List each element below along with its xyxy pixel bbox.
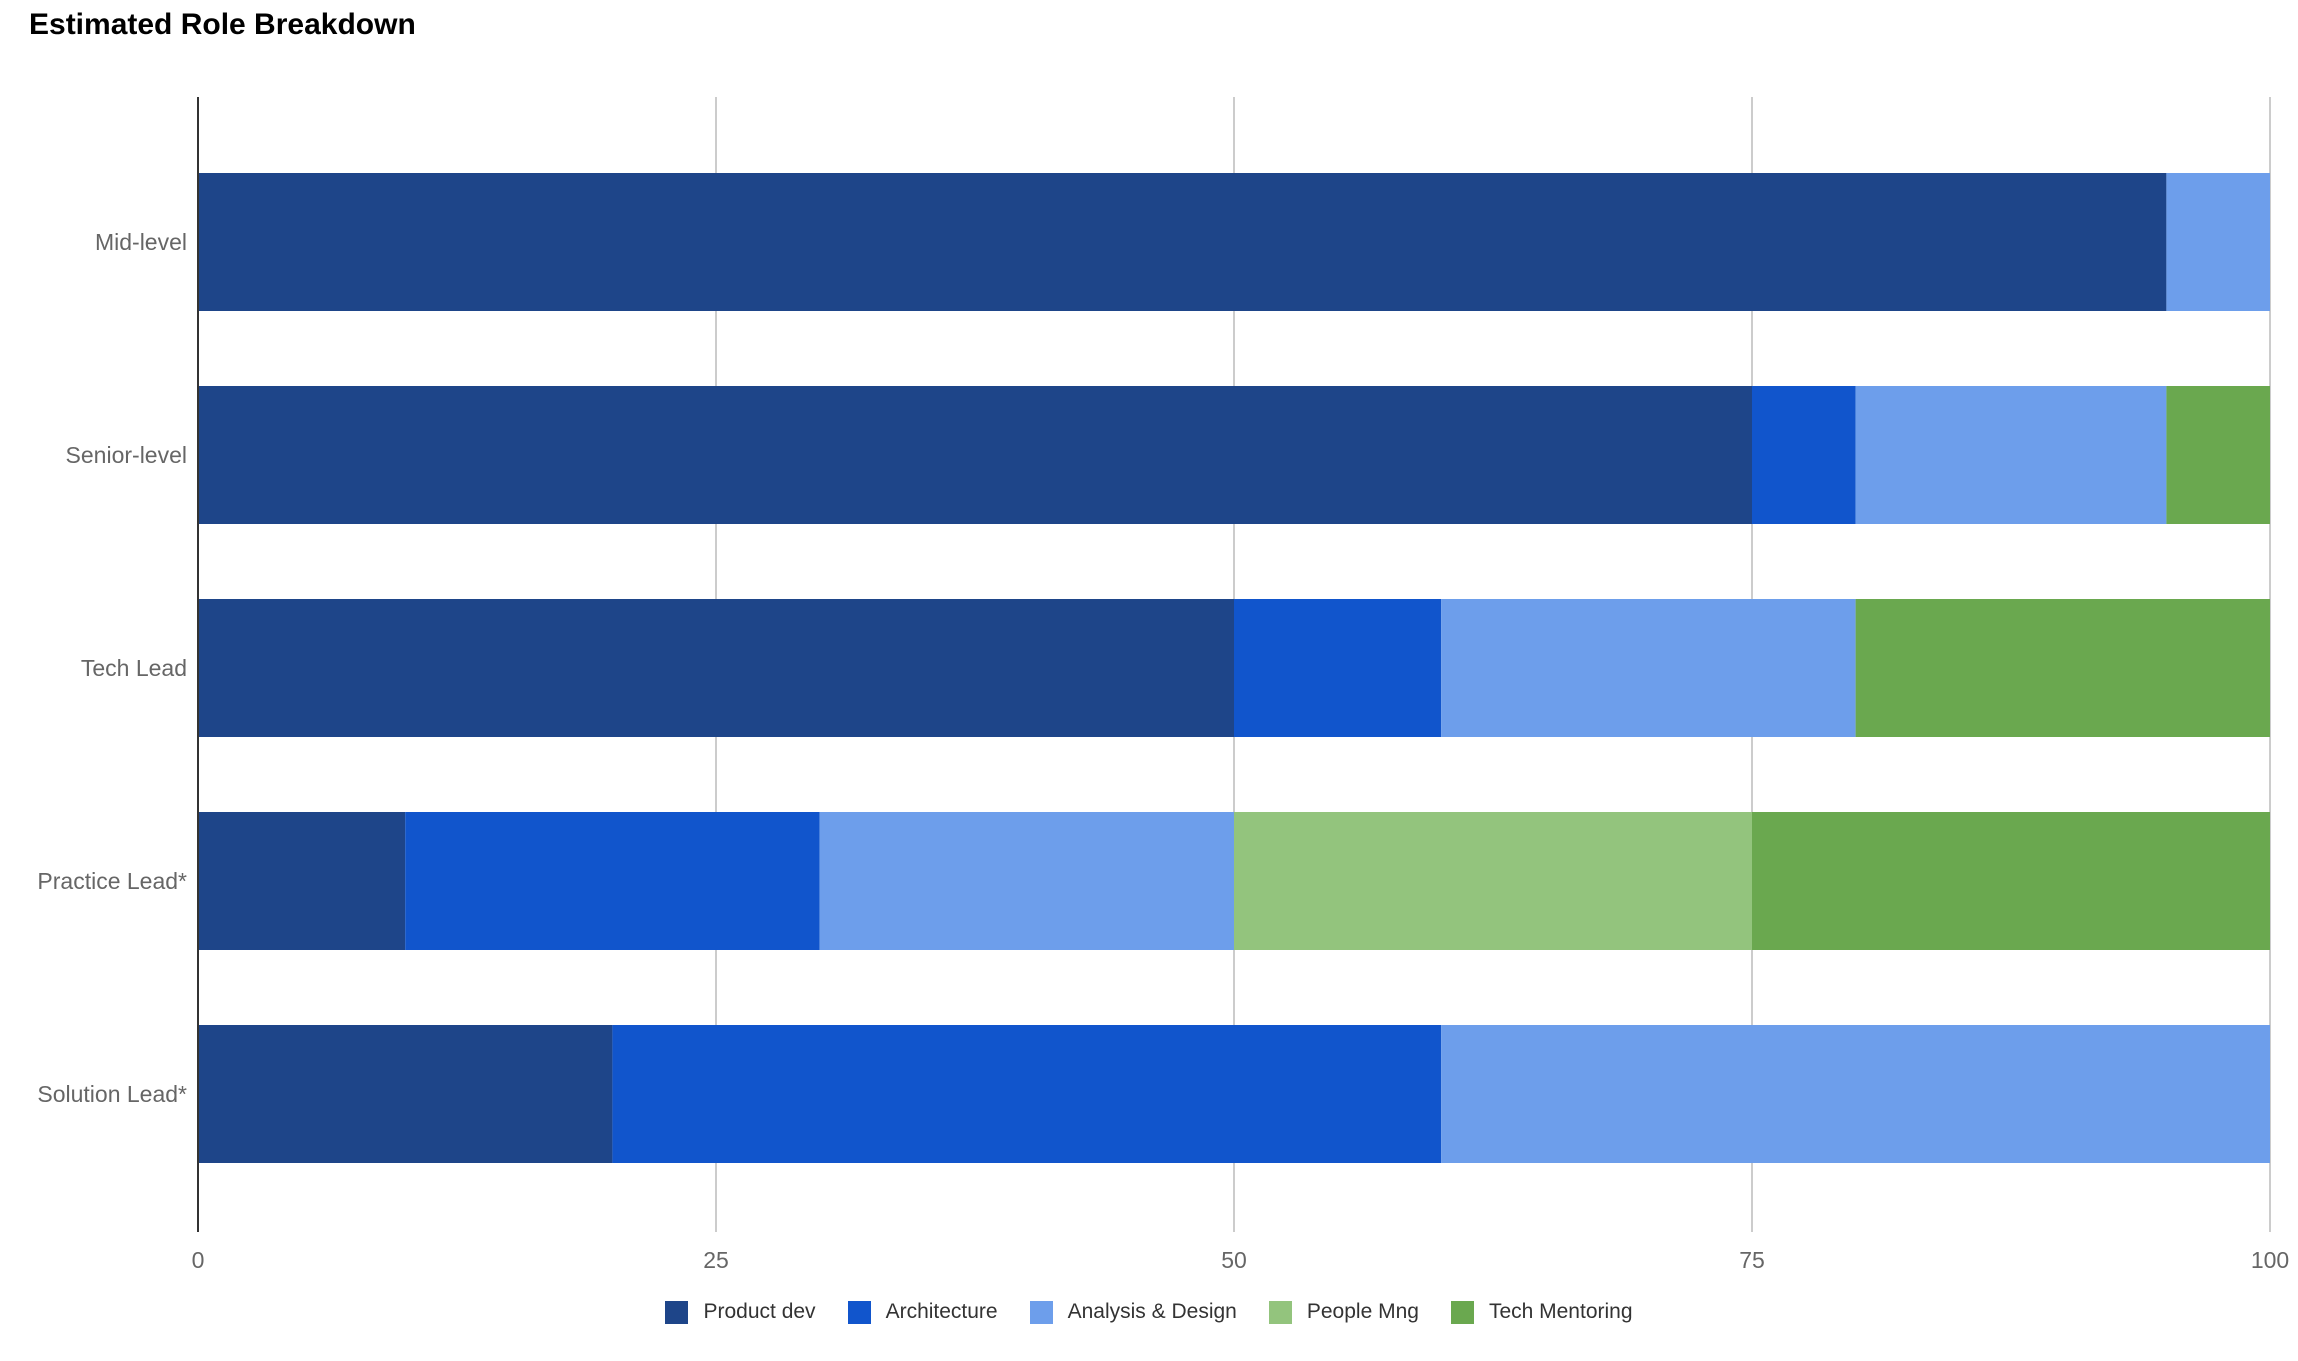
category-label: Tech Lead (81, 655, 187, 681)
bar-segment (612, 1025, 1442, 1163)
legend-label: Analysis & Design (1067, 1300, 1237, 1323)
legend-swatch (665, 1300, 689, 1324)
bar-segment (1855, 599, 2270, 737)
bar-segment (819, 812, 1234, 950)
category-label: Senior-level (66, 442, 187, 468)
x-tick-label: 25 (703, 1247, 729, 1273)
bar-segment (198, 1025, 613, 1163)
legend-swatch (847, 1300, 871, 1324)
bar-segment (1855, 386, 2167, 524)
bar-segment (198, 812, 406, 950)
bar-segment (2166, 386, 2270, 524)
category-label: Practice Lead* (37, 868, 187, 894)
bar-segment (1752, 812, 2270, 950)
bar-segment (1752, 386, 1856, 524)
chart-title: Estimated Role Breakdown (29, 8, 416, 41)
legend-swatch (1029, 1300, 1053, 1324)
bar-segment (1441, 1025, 2270, 1163)
category-label: Mid-level (95, 229, 187, 255)
legend-swatch (1450, 1300, 1474, 1324)
legend-label: Product dev (703, 1300, 816, 1323)
legend-item: People Mng (1268, 1300, 1419, 1324)
legend-item: Architecture (847, 1300, 998, 1324)
bar-segment (2166, 173, 2270, 311)
bar-segment (198, 173, 2167, 311)
bar-segment (405, 812, 820, 950)
bar-segment (1234, 812, 1752, 950)
legend-item: Tech Mentoring (1450, 1300, 1633, 1324)
bar-segment (198, 599, 1234, 737)
chart-legend: Product dev Architecture Analysis & Design… (0, 1300, 2298, 1324)
legend-label: Tech Mentoring (1488, 1300, 1633, 1323)
x-tick-label: 75 (1739, 1247, 1765, 1273)
legend-label: Architecture (885, 1300, 998, 1323)
legend-item: Product dev (665, 1300, 816, 1324)
x-tick-label: 100 (2251, 1247, 2289, 1273)
legend-swatch (1268, 1300, 1292, 1324)
legend-item: Analysis & Design (1029, 1300, 1237, 1324)
x-tick-label: 50 (1221, 1247, 1247, 1273)
bar-segment (1234, 599, 1442, 737)
bar-segment (198, 386, 1752, 524)
bar-segment (1441, 599, 1856, 737)
category-label: Solution Lead* (37, 1081, 187, 1107)
x-tick-label: 0 (192, 1247, 205, 1273)
legend-label: People Mng (1306, 1300, 1419, 1323)
